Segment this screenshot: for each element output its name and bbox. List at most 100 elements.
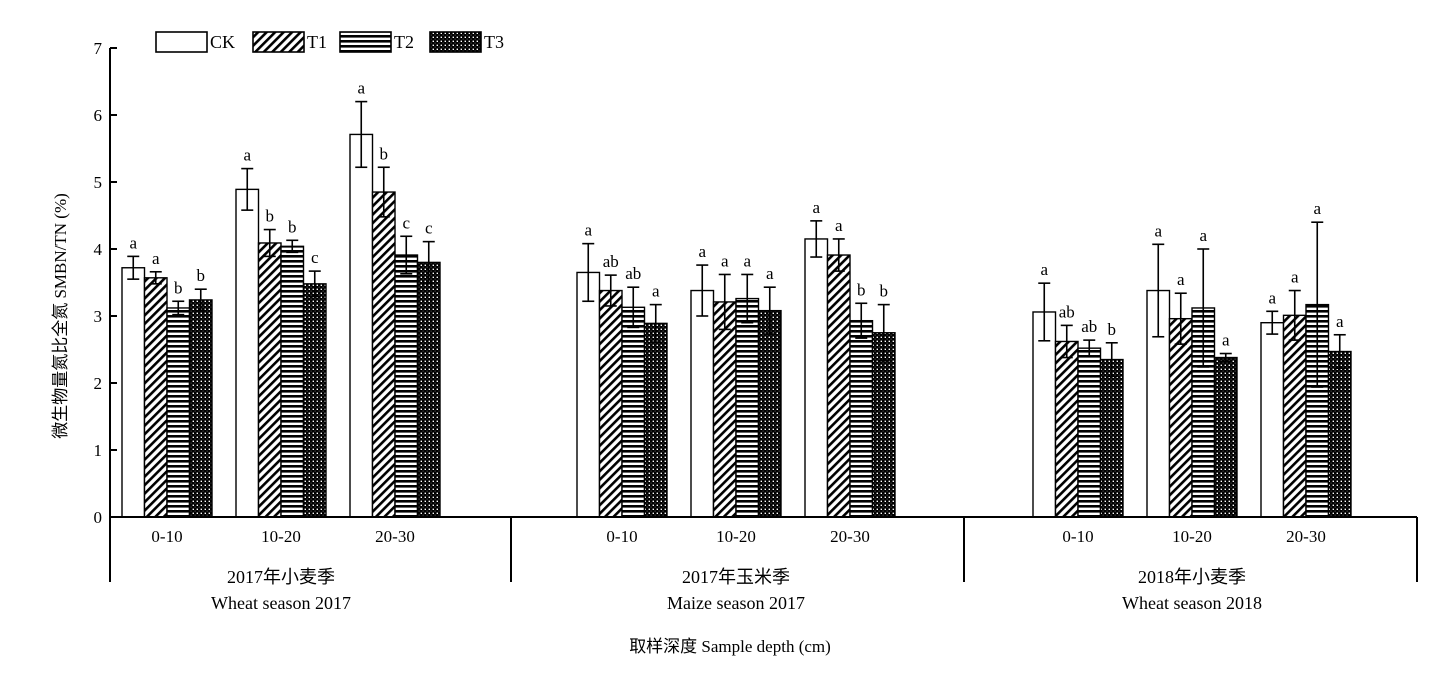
significance-letter: a — [357, 79, 365, 98]
bar — [349, 133, 374, 518]
y-tick-label: 7 — [94, 39, 103, 58]
bar — [690, 289, 715, 518]
significance-letter: a — [1268, 288, 1276, 307]
significance-letter: a — [129, 233, 137, 252]
bar — [849, 319, 874, 518]
significance-letter: a — [152, 249, 160, 268]
legend-swatch — [155, 31, 208, 53]
y-tick-label: 5 — [94, 173, 103, 192]
bar — [643, 322, 668, 518]
bar — [804, 238, 829, 518]
significance-letter: a — [812, 198, 820, 217]
significance-letter: a — [1177, 270, 1185, 289]
legend-swatch — [429, 31, 482, 53]
bar — [621, 306, 646, 518]
significance-letter: b — [880, 282, 889, 301]
significance-letter: c — [311, 248, 319, 267]
significance-letter: a — [835, 216, 843, 235]
significance-letter: a — [1040, 260, 1048, 279]
significance-letter: ab — [625, 264, 641, 283]
group-label-cn: 2018年小麦季 — [1138, 567, 1246, 587]
significance-letter: b — [266, 207, 275, 226]
bar — [1054, 340, 1079, 518]
bar — [371, 191, 396, 518]
legend-label: T1 — [307, 32, 327, 52]
y-tick-label: 6 — [94, 106, 103, 125]
bar — [235, 188, 260, 518]
significance-letter: a — [766, 264, 774, 283]
bar — [1032, 311, 1057, 518]
legend: CK T1 T2 T3 — [155, 31, 504, 53]
legend-swatch — [339, 31, 392, 53]
significance-letter: ab — [1081, 317, 1097, 336]
x-axis-title: 取样深度 Sample depth (cm) — [629, 637, 831, 656]
significance-letter: a — [1154, 221, 1162, 240]
y-tick-label: 4 — [94, 240, 103, 259]
bar — [576, 271, 601, 518]
significance-letter: a — [721, 251, 729, 270]
bar — [735, 297, 760, 518]
significance-letter: a — [1313, 199, 1321, 218]
legend-swatch — [252, 31, 305, 53]
bar — [598, 289, 623, 518]
significance-letter: a — [243, 146, 251, 165]
significance-letter: a — [1336, 312, 1344, 331]
significance-letter: ab — [1059, 302, 1075, 321]
depth-label: 0-10 — [151, 527, 182, 546]
bar — [712, 301, 737, 518]
bar — [166, 307, 191, 518]
significance-letter: b — [1108, 320, 1117, 339]
depth-label: 10-20 — [261, 527, 301, 546]
significance-letter: b — [380, 144, 389, 163]
legend-label: CK — [210, 32, 235, 52]
significance-letter: ab — [603, 252, 619, 271]
significance-letter: a — [652, 282, 660, 301]
bar — [280, 245, 305, 518]
group-label-en: Maize season 2017 — [667, 593, 805, 613]
significance-letter: b — [288, 217, 297, 236]
significance-letter: a — [584, 221, 592, 240]
bar — [302, 283, 327, 518]
x-axis: 0-10 10-20 20-30 2017年小麦季 Wheat season 2017 0… — [109, 516, 1418, 613]
bar — [121, 267, 146, 518]
bar — [143, 277, 168, 518]
legend-label: T3 — [484, 32, 504, 52]
y-tick-label: 2 — [94, 374, 103, 393]
significance-letter: c — [425, 219, 433, 238]
bar — [188, 299, 213, 518]
bar — [757, 309, 782, 518]
bar — [1168, 317, 1193, 518]
group-label-en: Wheat season 2017 — [211, 593, 351, 613]
significance-letter: a — [1222, 331, 1230, 350]
bar — [1077, 347, 1102, 518]
bar — [394, 254, 419, 518]
bar — [1282, 314, 1307, 518]
bar — [1327, 350, 1352, 518]
significance-letter: a — [743, 251, 751, 270]
legend-label: T2 — [394, 32, 414, 52]
significance-letter: b — [857, 280, 866, 299]
significance-letter: a — [1199, 226, 1207, 245]
group-label-cn: 2017年玉米季 — [682, 567, 790, 587]
depth-label: 0-10 — [606, 527, 637, 546]
group-label-cn: 2017年小麦季 — [227, 567, 335, 587]
depth-label: 20-30 — [1286, 527, 1326, 546]
y-tick-label: 3 — [94, 307, 103, 326]
depth-label: 10-20 — [1172, 527, 1212, 546]
bar — [416, 261, 441, 518]
y-tick-label: 1 — [94, 441, 103, 460]
y-axis: 0 1 2 3 4 5 6 7 — [94, 39, 117, 527]
bar — [1099, 358, 1124, 518]
significance-letter: c — [402, 213, 410, 232]
y-tick-label: 0 — [94, 508, 103, 527]
depth-label: 0-10 — [1062, 527, 1093, 546]
bar — [257, 242, 282, 518]
depth-label: 10-20 — [716, 527, 756, 546]
significance-letter: b — [197, 266, 206, 285]
bar — [1213, 356, 1238, 518]
significance-letter: b — [174, 278, 183, 297]
y-axis-title: 微生物量氮比全氮 SMBN/TN (%) — [51, 193, 70, 439]
significance-letter: a — [1291, 268, 1299, 287]
bar — [826, 254, 851, 518]
